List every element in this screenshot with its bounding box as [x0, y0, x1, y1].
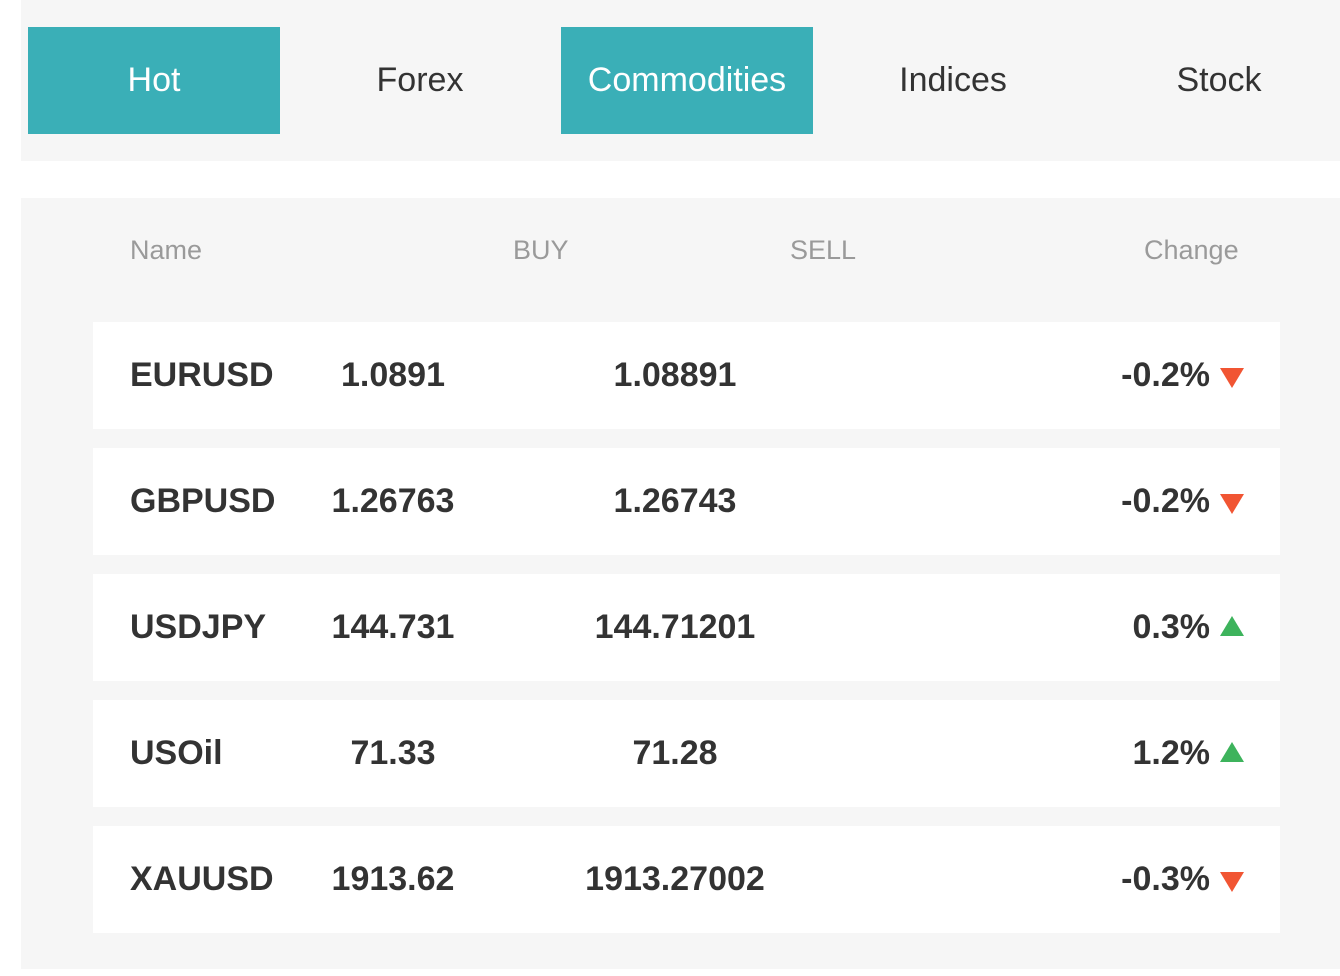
buy-price: 71.33 [350, 734, 436, 772]
tab-stock[interactable]: Stock [1176, 61, 1262, 99]
change-value: -0.3% [1121, 860, 1210, 898]
change-cell: -0.2% [1121, 448, 1244, 555]
buy-price: 1.0891 [341, 356, 445, 394]
quote-row-gbpusd[interactable]: GBPUSD 1.26763 1.26743 -0.2% [93, 448, 1280, 555]
change-cell: 0.3% [1132, 574, 1244, 681]
change-value: 1.2% [1132, 734, 1211, 772]
instrument-name: USOil [130, 734, 223, 772]
change-cell: -0.3% [1121, 826, 1244, 933]
buy-price: 144.731 [331, 608, 455, 646]
quote-row-usdjpy[interactable]: USDJPY 144.731 144.71201 0.3% [93, 574, 1280, 681]
quote-row-usoil[interactable]: USOil 71.33 71.28 1.2% [93, 700, 1280, 807]
tab-forex[interactable]: Forex [376, 61, 464, 99]
sell-price: 1.26743 [613, 482, 737, 520]
change-value: -0.2% [1121, 482, 1210, 520]
instrument-name: EURUSD [130, 356, 274, 394]
column-header-buy: BUY [513, 235, 569, 265]
column-header-name: Name [130, 235, 203, 265]
up-arrow-icon [1220, 615, 1244, 636]
tab-hot[interactable]: Hot [28, 27, 280, 134]
quote-row-xauusd[interactable]: XAUUSD 1913.62 1913.27002 -0.3% [93, 826, 1280, 933]
column-header-sell: SELL [790, 235, 857, 265]
sell-price: 1.08891 [613, 356, 737, 394]
down-arrow-icon [1220, 367, 1244, 388]
sell-price: 144.71201 [594, 608, 756, 646]
instrument-name: XAUUSD [130, 860, 274, 898]
market-tab-bar: Hot Forex Commodities Indices Stock [21, 0, 1340, 161]
change-value: -0.2% [1121, 356, 1210, 394]
instrument-name: GBPUSD [130, 482, 276, 520]
instrument-name: USDJPY [130, 608, 267, 646]
change-value: 0.3% [1132, 608, 1211, 646]
tab-commodities[interactable]: Commodities [561, 27, 813, 134]
sell-price: 1913.27002 [585, 860, 765, 898]
down-arrow-icon [1220, 871, 1244, 892]
quote-row-eurusd[interactable]: EURUSD 1.0891 1.08891 -0.2% [93, 322, 1280, 429]
column-header-change: Change [1144, 235, 1239, 265]
change-cell: -0.2% [1121, 322, 1244, 429]
tab-indices[interactable]: Indices [899, 61, 1007, 99]
down-arrow-icon [1220, 493, 1244, 514]
change-cell: 1.2% [1132, 700, 1244, 807]
sell-price: 71.28 [632, 734, 718, 772]
up-arrow-icon [1220, 741, 1244, 762]
buy-price: 1913.62 [331, 860, 455, 898]
buy-price: 1.26763 [331, 482, 455, 520]
